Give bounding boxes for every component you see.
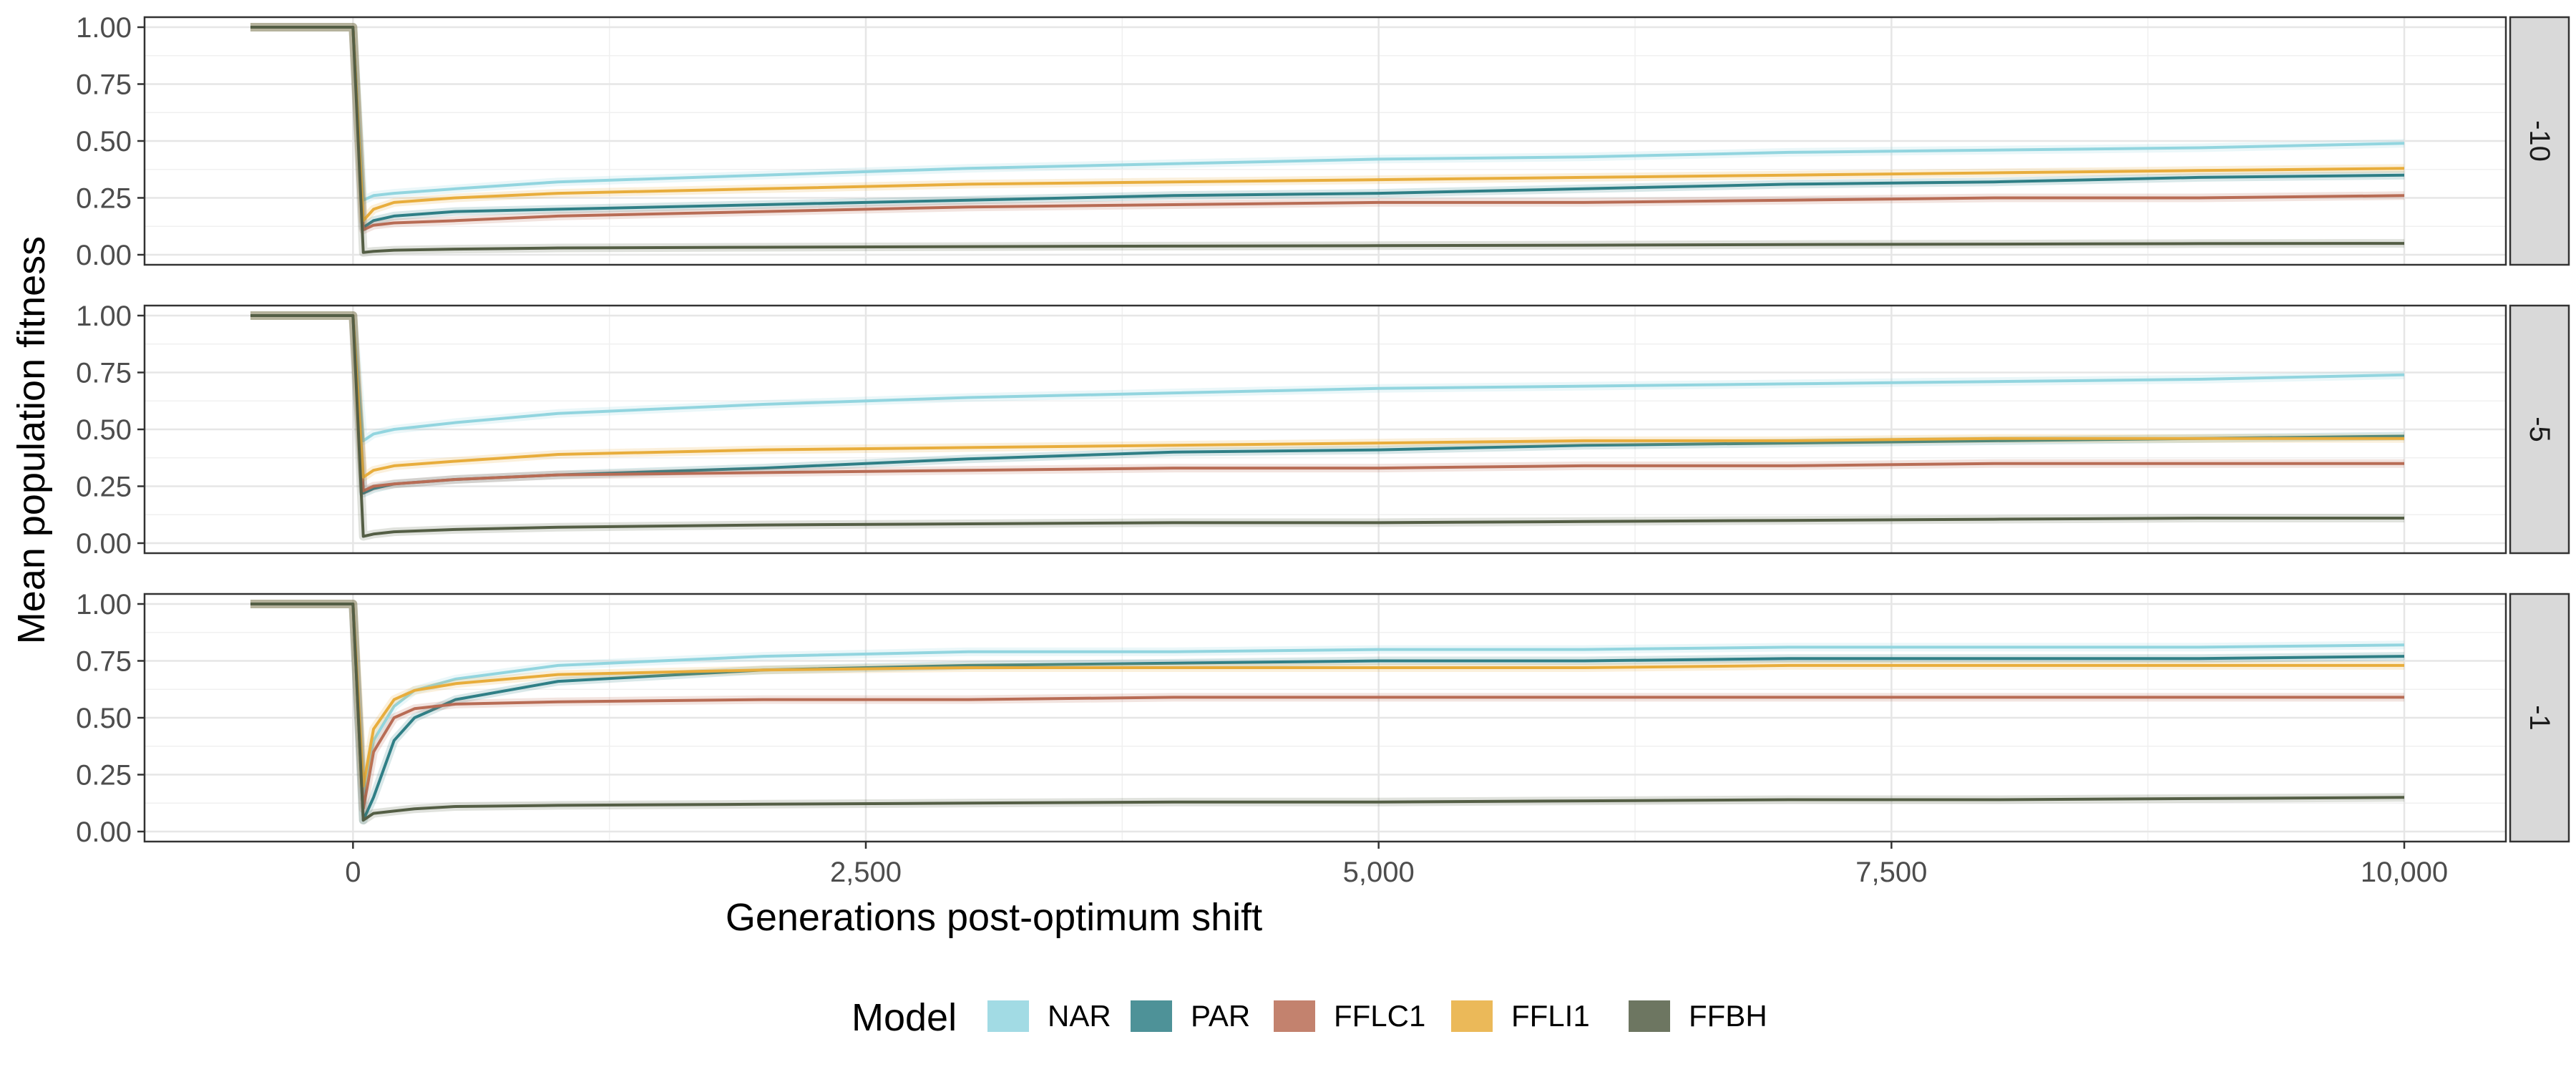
y-tick-label: 1.00 xyxy=(76,589,132,620)
series-line-ffbh xyxy=(250,26,2405,254)
legend-item-ffli1: FFLI1 xyxy=(1451,999,1590,1033)
y-tick-label: 0.00 xyxy=(76,528,132,560)
y-tick-label: 0.00 xyxy=(76,240,132,271)
facet-strip: -5 xyxy=(2509,304,2570,555)
y-tick-label: 0.75 xyxy=(76,646,132,678)
series-line-ffli1 xyxy=(250,26,2405,223)
y-tick-label: 0.75 xyxy=(76,358,132,389)
legend-key-ffbh xyxy=(1629,1000,1670,1032)
legend: Model NAR PAR FFLC1 FFLI1 FFBH xyxy=(852,996,1767,1039)
x-tick-label: 10,000 xyxy=(2361,857,2448,888)
facet-strip-background xyxy=(2509,304,2570,555)
series-line-fflc1 xyxy=(250,603,2404,811)
series-line-ffli1 xyxy=(250,314,2404,479)
legend-title: Model xyxy=(852,996,957,1039)
x-tick-label: 2,500 xyxy=(830,857,902,888)
panel-2: 0.00 0.25 0.50 0.75 1.00 -5 xyxy=(76,301,2570,560)
legend-label-nar: NAR xyxy=(1048,999,1111,1033)
y-tick-label: 0.50 xyxy=(76,414,132,446)
legend-item-ffbh: FFBH xyxy=(1629,999,1767,1033)
y-tick-label: 0.50 xyxy=(76,703,132,734)
legend-item-fflc1: FFLC1 xyxy=(1274,999,1425,1033)
legend-label-ffbh: FFBH xyxy=(1689,999,1767,1033)
x-tick-label: 0 xyxy=(345,857,361,888)
legend-label-par: PAR xyxy=(1191,999,1250,1033)
series-line-par xyxy=(250,26,2405,229)
series-line-nar xyxy=(250,314,2405,442)
x-tick-label: 7,500 xyxy=(1855,857,1927,888)
facet-strip: -1 xyxy=(2509,593,2570,843)
facet-strip-background xyxy=(2509,593,2570,843)
facet-strip-background xyxy=(2509,16,2570,266)
y-tick-label: 1.00 xyxy=(76,12,132,44)
y-tick-label: 0.00 xyxy=(76,817,132,848)
series-line-nar xyxy=(250,26,2405,202)
legend-label-ffli1: FFLI1 xyxy=(1511,999,1590,1033)
facet-strip-label: -1 xyxy=(2524,705,2555,731)
x-axis: 0 2,500 5,000 7,500 10,000 xyxy=(345,842,2448,888)
y-axis-title: Mean population fitness xyxy=(10,236,53,644)
x-axis-title: Generations post-optimum shift xyxy=(726,896,1262,939)
y-tick-label: 0.25 xyxy=(76,183,132,215)
series-line-par xyxy=(250,314,2405,494)
facet-strip: -10 xyxy=(2509,16,2570,266)
series-line-ffbh xyxy=(250,314,2404,538)
y-tick-label: 0.25 xyxy=(76,760,132,791)
legend-key-ffli1 xyxy=(1451,1000,1493,1032)
panel-1: 0.00 0.25 0.50 0.75 1.00 -10 xyxy=(76,12,2570,271)
series-line-nar xyxy=(250,603,2405,799)
x-tick-label: 5,000 xyxy=(1343,857,1415,888)
facet-strip-label: -5 xyxy=(2524,416,2555,442)
legend-label-fflc1: FFLC1 xyxy=(1334,999,1425,1033)
facet-strip-label: -10 xyxy=(2524,120,2555,162)
y-tick-label: 0.25 xyxy=(76,472,132,503)
legend-item-par: PAR xyxy=(1131,999,1250,1033)
panel-3: 0.00 0.25 0.50 0.75 1.00 -1 xyxy=(76,589,2570,848)
legend-item-nar: NAR xyxy=(987,999,1111,1033)
series-line-fflc1 xyxy=(250,26,2405,231)
series-line-ffbh xyxy=(250,603,2405,822)
series-line-fflc1 xyxy=(250,314,2404,492)
legend-key-nar xyxy=(987,1000,1029,1032)
panels-layer: 0.00 0.25 0.50 0.75 1.00 -10 0.00 0.25 0.50 0.75 1… xyxy=(76,12,2570,848)
legend-key-fflc1 xyxy=(1274,1000,1315,1032)
series-line-ffli1 xyxy=(250,603,2404,788)
y-tick-label: 0.75 xyxy=(76,69,132,101)
y-tick-label: 1.00 xyxy=(76,301,132,332)
y-tick-label: 0.50 xyxy=(76,126,132,157)
legend-key-par xyxy=(1131,1000,1172,1032)
